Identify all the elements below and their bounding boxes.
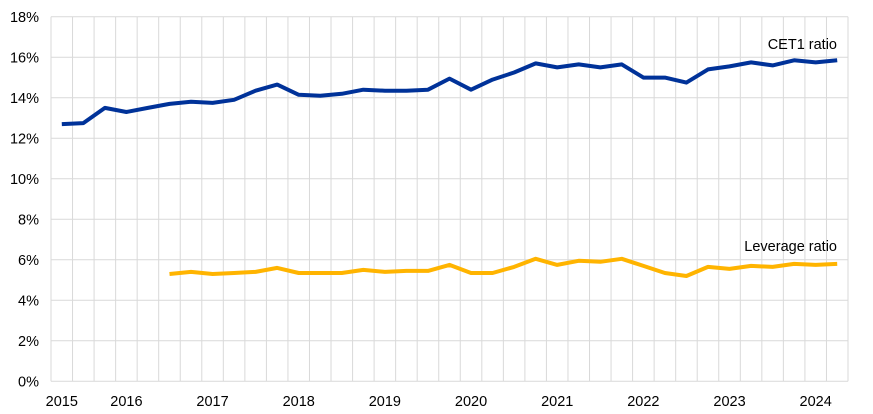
x-tick-label: 2018 bbox=[283, 394, 315, 410]
x-tick-label: 2019 bbox=[369, 394, 401, 410]
x-tick-label: 2021 bbox=[541, 394, 573, 410]
y-tick-label: 4% bbox=[18, 293, 39, 309]
x-axis-ticks: 2015 2016 2017 2018 2019 2020 2021 2022 2023 2024 bbox=[46, 394, 832, 410]
series-lines bbox=[61, 58, 838, 278]
y-tick-label: 0% bbox=[18, 374, 39, 390]
gridlines bbox=[50, 16, 849, 382]
series-label-leverage: Leverage ratio bbox=[744, 239, 837, 255]
y-axis-ticks: 0% 2% 4% 6% 8% 10% 12% 14% 16% 18% bbox=[10, 10, 39, 390]
x-tick-label: 2023 bbox=[713, 394, 745, 410]
x-tick-label: 2022 bbox=[627, 394, 659, 410]
y-tick-label: 10% bbox=[10, 172, 39, 188]
x-tick-label: 2024 bbox=[800, 394, 832, 410]
x-tick-label: 2020 bbox=[455, 394, 487, 410]
y-tick-label: 2% bbox=[18, 334, 39, 350]
y-tick-label: 18% bbox=[10, 10, 39, 26]
y-tick-label: 12% bbox=[10, 131, 39, 147]
series-line-cet1-ratio bbox=[61, 58, 838, 127]
y-tick-label: 6% bbox=[18, 253, 39, 269]
x-tick-label: 2017 bbox=[196, 394, 228, 410]
y-tick-label: 8% bbox=[18, 212, 39, 228]
y-tick-label: 14% bbox=[10, 91, 39, 107]
series-line-leverage-ratio bbox=[169, 256, 838, 278]
series-label-cet1: CET1 ratio bbox=[768, 37, 837, 53]
x-tick-label: 2015 bbox=[46, 394, 78, 410]
y-tick-label: 16% bbox=[10, 50, 39, 66]
x-tick-label: 2016 bbox=[110, 394, 142, 410]
